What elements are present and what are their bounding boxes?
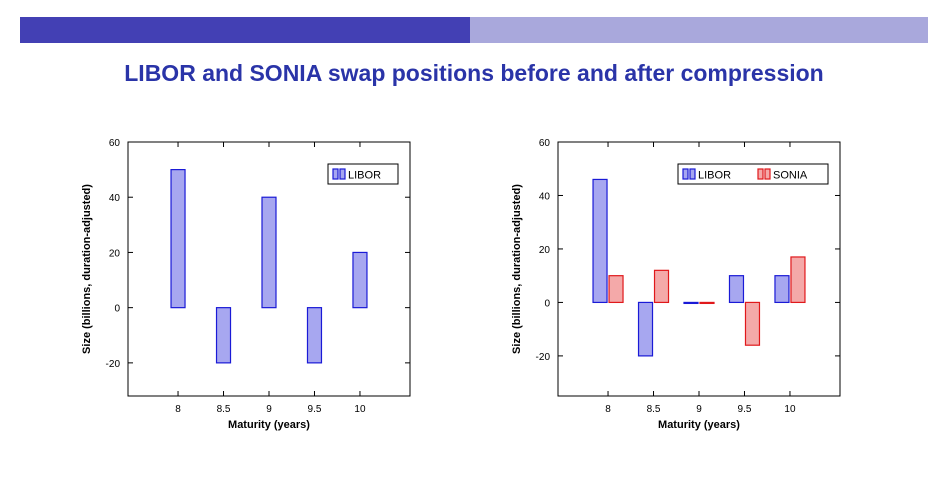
chart-libor-sonia-after: -20 0 20 40 60 8 8.5 9 9.5 10 Maturity (years) Size… [511, 138, 841, 431]
y-tick-label: 40 [109, 193, 121, 204]
x-tick-label: 8.5 [647, 404, 661, 415]
y-tick-label: -20 [536, 352, 551, 363]
chart-libor-before: -20 0 20 40 60 8 8.5 9 9.5 10 Maturity (years) Size… [81, 138, 411, 431]
bar-libor-9.5 [728, 275, 745, 304]
bar-libor-8 [592, 178, 608, 304]
y-tick-label: 40 [539, 191, 551, 202]
legend-label-libor: LIBOR [348, 170, 381, 182]
banner-light-band [470, 17, 928, 43]
x-axis-label: Maturity (years) [228, 419, 310, 431]
banner-dark-band [20, 17, 470, 43]
bar-libor-10 [774, 275, 790, 304]
x-tick-label: 9 [696, 404, 702, 415]
legend-box [677, 163, 829, 185]
bar-sonia-9 [699, 301, 715, 305]
x-tick-label: 8 [605, 404, 611, 415]
bar-sonia-9.5 [744, 301, 761, 346]
legend: LIBOR SONIA [677, 163, 829, 185]
x-tick-label: 8.5 [217, 404, 231, 415]
x-tick-label: 10 [354, 404, 366, 415]
legend-swatch-sonia-b [764, 168, 771, 180]
y-tick-label: 0 [114, 304, 120, 315]
y-tick-label: 20 [539, 245, 551, 256]
x-tick-label: 9 [266, 404, 272, 415]
legend: LIBOR [327, 163, 399, 185]
y-tick-label: -20 [106, 359, 121, 370]
y-tick-label: 60 [539, 138, 551, 149]
legend-label-libor: LIBOR [698, 170, 731, 182]
legend-swatch-libor-b [689, 168, 696, 180]
bar-sonia-8 [608, 275, 624, 304]
bar-libor-10 [352, 251, 368, 309]
bar-libor-8.5 [637, 301, 654, 357]
x-tick-label: 9.5 [738, 404, 752, 415]
y-axis-label: Size (billions, duration-adjusted) [511, 184, 523, 354]
bar-libor-8.5 [215, 307, 232, 364]
slide-title: LIBOR and SONIA swap positions before an… [124, 60, 824, 86]
legend-label-sonia: SONIA [773, 170, 808, 182]
legend-swatch-libor-a [332, 168, 339, 180]
y-tick-label: 20 [109, 248, 121, 259]
y-tick-label: 0 [544, 298, 550, 309]
bar-libor-9.5 [306, 307, 323, 364]
bar-sonia-10 [790, 256, 806, 304]
bar-libor-9 [261, 196, 277, 309]
x-tick-label: 9.5 [308, 404, 322, 415]
bar-sonia-8.5 [653, 269, 670, 304]
x-tick-label: 10 [784, 404, 796, 415]
bar-libor-8 [170, 169, 186, 309]
y-tick-label: 60 [109, 138, 121, 149]
bar-libor-9 [683, 301, 699, 305]
x-tick-label: 8 [175, 404, 181, 415]
y-axis-label: Size (billions, duration-adjusted) [81, 184, 93, 354]
x-axis-label: Maturity (years) [658, 419, 740, 431]
legend-swatch-libor-a [682, 168, 689, 180]
legend-swatch-libor-b [339, 168, 346, 180]
legend-swatch-sonia-a [757, 168, 764, 180]
